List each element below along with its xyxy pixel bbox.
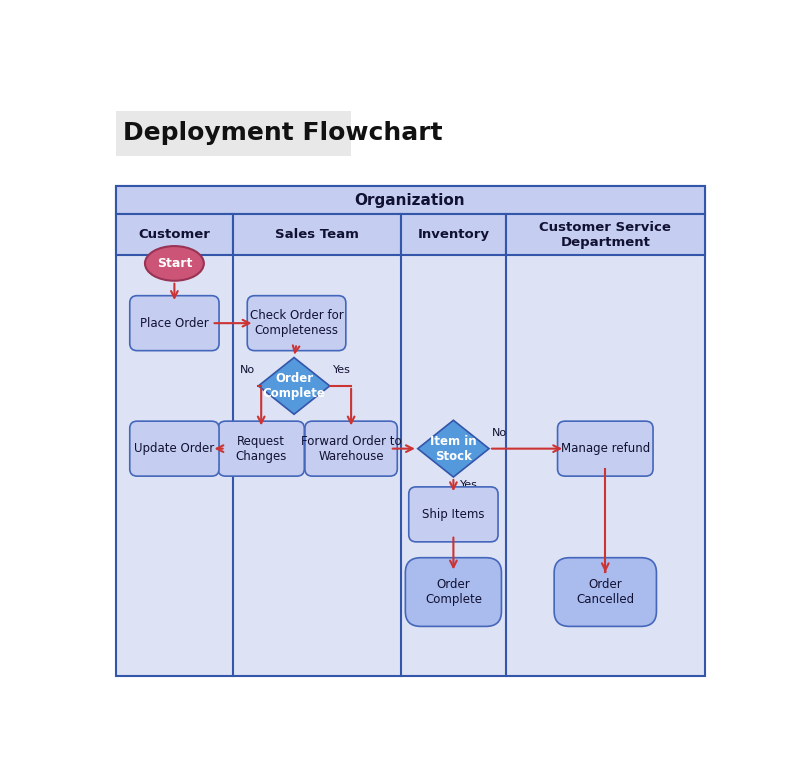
Ellipse shape xyxy=(145,246,204,281)
Text: Request
Changes: Request Changes xyxy=(235,435,287,462)
FancyBboxPatch shape xyxy=(130,296,219,351)
Text: Yes: Yes xyxy=(459,480,478,490)
Text: Order
Complete: Order Complete xyxy=(262,372,326,400)
FancyBboxPatch shape xyxy=(115,185,705,214)
Text: Forward Order to
Warehouse: Forward Order to Warehouse xyxy=(301,435,402,462)
Text: Start: Start xyxy=(157,257,192,270)
Text: Yes: Yes xyxy=(333,365,350,375)
FancyBboxPatch shape xyxy=(247,296,346,351)
Text: Order
Complete: Order Complete xyxy=(425,578,482,606)
Text: Manage refund: Manage refund xyxy=(561,442,650,456)
FancyBboxPatch shape xyxy=(406,558,502,626)
Text: Item in
Stock: Item in Stock xyxy=(430,435,477,462)
Text: Check Order for
Completeness: Check Order for Completeness xyxy=(250,309,343,337)
Text: Customer: Customer xyxy=(138,228,210,241)
Polygon shape xyxy=(258,358,330,414)
Text: Inventory: Inventory xyxy=(418,228,490,241)
FancyBboxPatch shape xyxy=(234,214,401,255)
FancyBboxPatch shape xyxy=(554,558,657,626)
Text: Ship Items: Ship Items xyxy=(422,508,485,521)
FancyBboxPatch shape xyxy=(506,214,705,255)
Text: No: No xyxy=(492,428,507,438)
Text: Customer Service
Department: Customer Service Department xyxy=(539,220,671,249)
Text: No: No xyxy=(240,365,255,375)
FancyBboxPatch shape xyxy=(115,111,351,156)
FancyBboxPatch shape xyxy=(115,214,234,255)
Text: Deployment Flowchart: Deployment Flowchart xyxy=(123,122,442,145)
FancyBboxPatch shape xyxy=(305,421,398,476)
Text: Place Order: Place Order xyxy=(140,317,209,330)
FancyBboxPatch shape xyxy=(401,214,506,255)
Text: Order
Cancelled: Order Cancelled xyxy=(576,578,634,606)
Text: Sales Team: Sales Team xyxy=(275,228,359,241)
Polygon shape xyxy=(418,421,489,477)
FancyBboxPatch shape xyxy=(409,487,498,542)
Text: Update Order: Update Order xyxy=(134,442,214,456)
Text: Organization: Organization xyxy=(354,192,466,207)
FancyBboxPatch shape xyxy=(218,421,304,476)
FancyBboxPatch shape xyxy=(115,185,705,676)
FancyBboxPatch shape xyxy=(558,421,653,476)
FancyBboxPatch shape xyxy=(130,421,219,476)
